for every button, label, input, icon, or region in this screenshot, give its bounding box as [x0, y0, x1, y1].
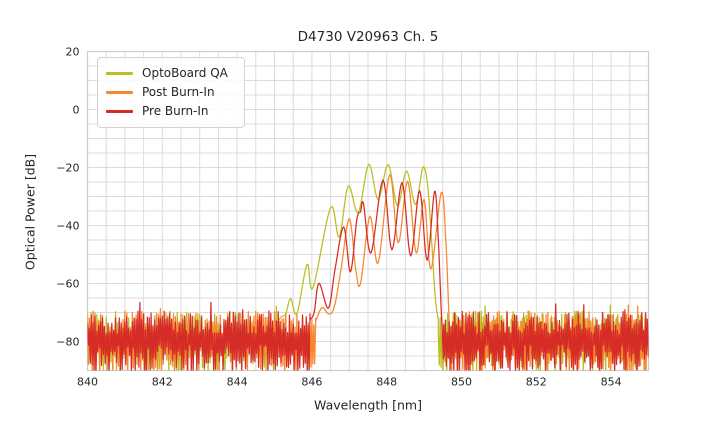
y-tick-label: 0 — [73, 104, 80, 117]
legend-item-label: Post Burn-In — [142, 85, 215, 99]
y-tick-label: −80 — [56, 336, 79, 349]
y-axis-label: Optical Power [dB] — [22, 153, 38, 271]
legend-line-swatch — [106, 72, 133, 75]
tick-labels: 840 842 844 846 848 850 852 854 20 0 −20 −40 −60 −80 — [56, 46, 621, 389]
x-axis-label: Wavelength [nm] — [314, 397, 422, 413]
y-tick-label: −40 — [56, 220, 79, 233]
legend-item-label: OptoBoard QA — [142, 66, 228, 80]
x-tick-label: 848 — [376, 376, 397, 389]
legend-item-label: Pre Burn-In — [142, 104, 209, 118]
x-tick-label: 854 — [601, 376, 622, 389]
series-group — [87, 163, 649, 371]
y-tick-label: 20 — [66, 46, 80, 59]
y-tick-label: −60 — [56, 278, 79, 291]
x-tick-label: 844 — [227, 376, 248, 389]
series-line-pre-burn-in — [87, 179, 649, 371]
legend-line-swatch — [106, 110, 133, 113]
x-tick-label: 840 — [77, 376, 98, 389]
x-tick-label: 852 — [526, 376, 547, 389]
legend-item: Post Burn-In — [106, 83, 236, 102]
legend: OptoBoard QA Post Burn-In Pre Burn-In — [97, 57, 245, 128]
legend-line-swatch — [106, 91, 133, 94]
x-tick-label: 842 — [152, 376, 173, 389]
y-tick-label: −20 — [56, 162, 79, 175]
legend-item: Pre Burn-In — [106, 102, 236, 121]
x-tick-label: 846 — [301, 376, 322, 389]
legend-item: OptoBoard QA — [106, 64, 236, 83]
chart-title: D4730 V20963 Ch. 5 — [297, 29, 439, 45]
x-tick-label: 850 — [451, 376, 472, 389]
plot-frame — [86, 50, 650, 372]
